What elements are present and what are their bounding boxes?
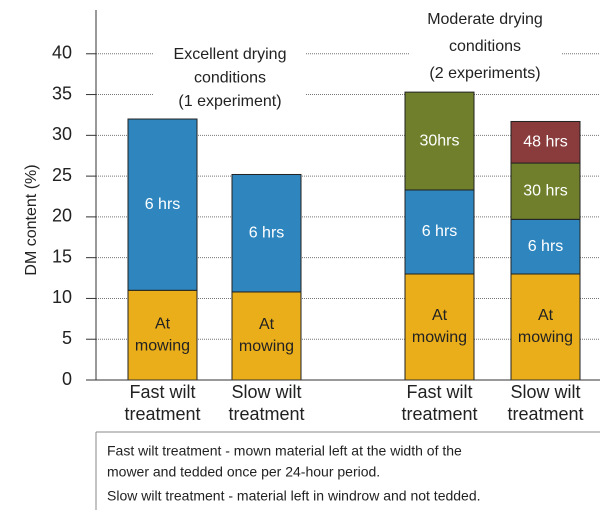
y-tick-label: 35 (52, 83, 72, 103)
bar-segment (404, 273, 475, 381)
segment-label: At (432, 307, 448, 324)
annotation: conditions (449, 38, 521, 55)
annotation: (2 experiments) (429, 65, 540, 82)
segment-label: mowing (135, 337, 190, 354)
segment-label: 30hrs (419, 132, 459, 149)
bar-segment (404, 189, 475, 275)
segment-label: mowing (518, 329, 573, 346)
segment-label: 6 hrs (422, 223, 458, 240)
x-tick-label: treatment (228, 404, 304, 424)
x-tick-label: treatment (124, 404, 200, 424)
segment-label: 6 hrs (528, 238, 564, 255)
note: Slow wilt treatment - material left in w… (107, 488, 481, 504)
segment-label: mowing (412, 329, 467, 346)
annotation-background (154, 43, 306, 114)
y-tick-label: 15 (52, 246, 72, 266)
segment-label: At (155, 315, 171, 332)
x-tick-label: Slow wilt (231, 382, 301, 402)
x-tick-label: Fast wilt (129, 382, 195, 402)
bar-segment (404, 91, 475, 191)
segment-label: 30 hrs (523, 182, 567, 199)
bar-segment (231, 291, 302, 381)
y-tick-label: 10 (52, 287, 72, 307)
annotation: Excellent drying (174, 46, 287, 63)
segment-label: 6 hrs (145, 196, 181, 213)
annotation: conditions (194, 70, 266, 87)
y-axis-label: DM content (%) (23, 164, 40, 275)
segment-label: 48 hrs (523, 133, 567, 150)
segment-label: mowing (239, 338, 294, 355)
bar-segment (127, 289, 198, 381)
segment-label: 6 hrs (249, 224, 285, 241)
y-tick-label: 20 (52, 206, 72, 226)
x-tick-label: treatment (401, 404, 477, 424)
y-tick-label: 40 (52, 43, 72, 63)
x-tick-label: treatment (507, 404, 583, 424)
bar-segment (510, 120, 581, 164)
y-tick-label: 25 (52, 165, 72, 185)
y-tick-label: 5 (62, 328, 72, 348)
bar-segment (127, 118, 198, 291)
x-tick-label: Fast wilt (406, 382, 472, 402)
annotation: Moderate drying (427, 11, 543, 28)
note: Fast wilt treatment - mown material left… (107, 443, 462, 459)
y-tick-label: 0 (62, 369, 72, 389)
bar-segment (510, 162, 581, 220)
bar-segment (510, 218, 581, 275)
bar-segment (510, 273, 581, 381)
annotation-background (409, 8, 561, 86)
note: mower and tedded once per 24-hour period… (107, 464, 380, 480)
bar-segment (231, 173, 302, 293)
y-tick-label: 30 (52, 124, 72, 144)
segment-label: At (259, 316, 275, 333)
segment-label: At (538, 307, 554, 324)
x-tick-label: Slow wilt (510, 382, 580, 402)
annotation: (1 experiment) (178, 93, 281, 110)
